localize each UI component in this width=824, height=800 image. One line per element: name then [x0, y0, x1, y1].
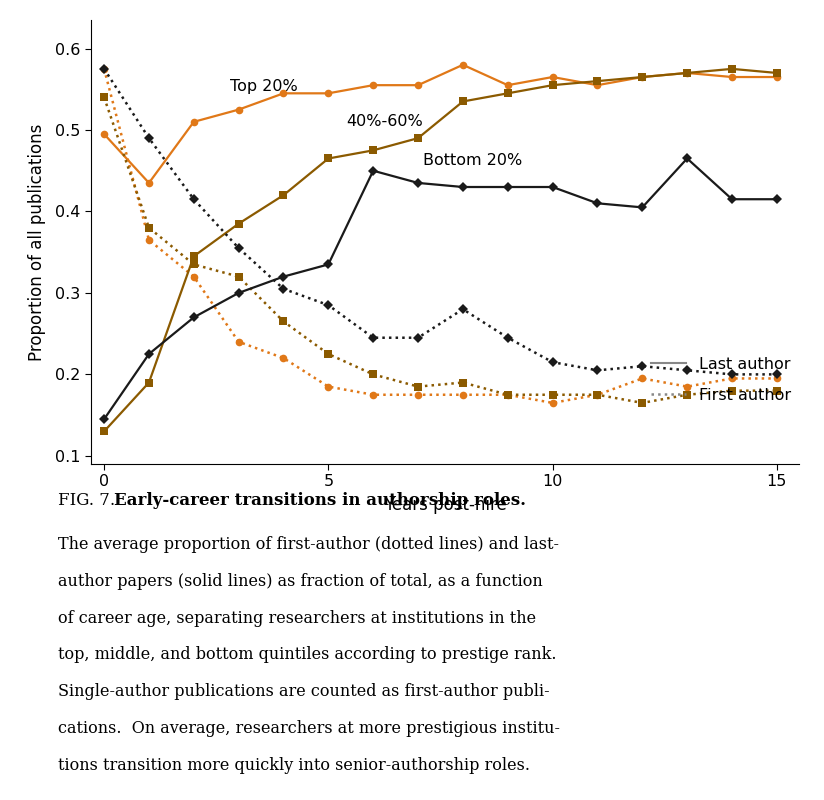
Legend: Last author, First author: Last author, First author [651, 357, 791, 402]
Text: Single-author publications are counted as first-author publi-: Single-author publications are counted a… [58, 683, 550, 700]
Text: Early-career transitions in authorship roles.: Early-career transitions in authorship r… [114, 492, 526, 509]
Y-axis label: Proportion of all publications: Proportion of all publications [28, 123, 46, 361]
Text: top, middle, and bottom quintiles according to prestige rank.: top, middle, and bottom quintiles accord… [58, 646, 556, 663]
Text: of career age, separating researchers at institutions in the: of career age, separating researchers at… [58, 610, 536, 626]
Text: Top 20%: Top 20% [230, 79, 297, 94]
Text: Bottom 20%: Bottom 20% [423, 153, 522, 168]
Text: FIG. 7.: FIG. 7. [58, 492, 125, 509]
Text: author papers (solid lines) as fraction of total, as a function: author papers (solid lines) as fraction … [58, 573, 542, 590]
X-axis label: Years post-hire: Years post-hire [384, 496, 506, 514]
Text: cations.  On average, researchers at more prestigious institu-: cations. On average, researchers at more… [58, 720, 559, 737]
Text: 40%-60%: 40%-60% [346, 114, 423, 129]
Text: The average proportion of first-author (dotted lines) and last-: The average proportion of first-author (… [58, 536, 559, 553]
Text: tions transition more quickly into senior-authorship roles.: tions transition more quickly into senio… [58, 757, 530, 774]
